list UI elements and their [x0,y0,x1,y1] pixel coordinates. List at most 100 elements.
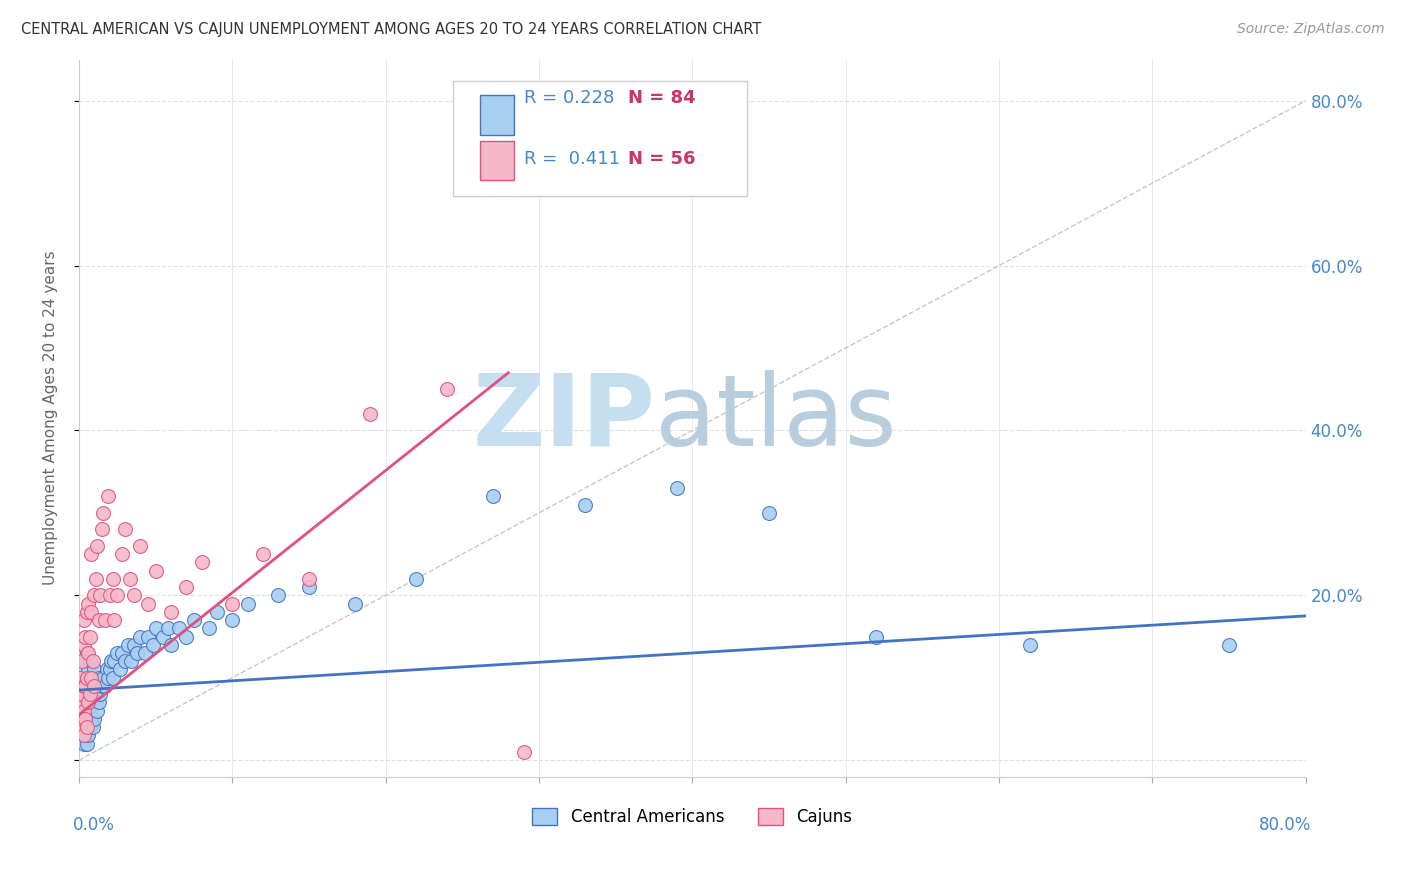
Point [83,663,105,677]
Point [152,630,174,644]
Point [105,646,128,660]
Point [436,382,458,396]
Point [122,638,145,652]
Point [190,555,212,569]
Text: atlas: atlas [655,369,897,467]
Text: Source: ZipAtlas.com: Source: ZipAtlas.com [1237,22,1385,37]
Point [101,671,124,685]
Point [76,737,98,751]
Point [111,547,134,561]
Point [76,712,98,726]
Point [145,564,167,578]
Point [97,490,120,504]
Point [160,605,183,619]
Point [1218,638,1240,652]
Point [86,679,108,693]
Point [129,539,152,553]
Point [76,605,98,619]
Point [80,605,103,619]
Point [101,572,124,586]
Point [79,630,101,644]
Point [405,572,427,586]
Point [298,580,321,594]
Point [512,745,534,759]
Point [72,704,94,718]
Text: R = 0.228: R = 0.228 [524,88,614,107]
Point [117,638,139,652]
Point [298,572,321,586]
Point [87,671,110,685]
Point [75,654,97,668]
Point [69,671,91,685]
Point [70,687,93,701]
Point [156,621,179,635]
Text: CENTRAL AMERICAN VS CAJUN UNEMPLOYMENT AMONG AGES 20 TO 24 YEARS CORRELATION CHA: CENTRAL AMERICAN VS CAJUN UNEMPLOYMENT A… [21,22,762,37]
Point [69,720,91,734]
Point [80,712,103,726]
Point [205,605,228,619]
Point [111,646,134,660]
Point [70,654,93,668]
Point [93,506,115,520]
Point [72,728,94,742]
Point [75,679,97,693]
Point [80,671,103,685]
Point [91,679,114,693]
Text: 80.0%: 80.0% [1260,816,1312,834]
Point [72,712,94,726]
Point [221,597,243,611]
Point [72,663,94,677]
Point [77,695,100,709]
Point [87,613,110,627]
Point [118,572,141,586]
Point [86,539,108,553]
Point [574,498,596,512]
Text: ZIP: ZIP [472,369,655,467]
Point [72,687,94,701]
Point [82,720,104,734]
Y-axis label: Unemployment Among Ages 20 to 24 years: Unemployment Among Ages 20 to 24 years [44,251,58,585]
Point [79,720,101,734]
Point [343,597,366,611]
Point [76,671,98,685]
Point [87,695,110,709]
Point [77,663,100,677]
Point [758,506,780,520]
Point [76,720,98,734]
Point [84,695,107,709]
Point [183,613,205,627]
Point [75,712,97,726]
Point [120,654,142,668]
Point [167,621,190,635]
Point [96,663,118,677]
Point [83,712,105,726]
Point [69,695,91,709]
Point [72,737,94,751]
Point [136,630,159,644]
Point [70,704,93,718]
Point [69,720,91,734]
Point [198,621,221,635]
Point [86,704,108,718]
Point [77,597,100,611]
Point [94,613,117,627]
Point [80,695,103,709]
Point [98,663,121,677]
Point [136,597,159,611]
Point [91,522,114,536]
Text: N = 84: N = 84 [628,88,696,107]
Point [79,687,101,701]
Point [75,630,97,644]
Point [80,671,103,685]
Point [89,687,111,701]
Point [665,481,688,495]
Point [221,613,243,627]
Point [70,712,93,726]
Point [76,646,98,660]
Point [103,613,125,627]
Point [77,728,100,742]
Point [84,572,107,586]
Point [77,687,100,701]
Text: N = 56: N = 56 [628,150,696,168]
Point [82,671,104,685]
